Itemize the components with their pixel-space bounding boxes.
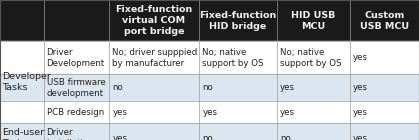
Text: yes: yes <box>353 134 368 140</box>
Text: No; native
support by OS: No; native support by OS <box>202 48 264 68</box>
Text: yes: yes <box>353 108 368 117</box>
Text: yes: yes <box>353 83 368 92</box>
Text: yes: yes <box>280 83 295 92</box>
Text: no: no <box>202 134 213 140</box>
Text: No; native
support by OS: No; native support by OS <box>280 48 341 68</box>
Text: USB firmware
development: USB firmware development <box>47 78 105 98</box>
Text: Driver
installation: Driver installation <box>47 128 94 140</box>
Text: PCB redesign: PCB redesign <box>47 108 104 117</box>
Text: yes: yes <box>202 108 217 117</box>
Text: Custom
USB MCU: Custom USB MCU <box>360 11 409 31</box>
Text: yes: yes <box>353 53 368 62</box>
Text: End-user
Tasks: End-user Tasks <box>3 128 45 140</box>
Text: yes: yes <box>280 108 295 117</box>
Text: HID USB
MCU: HID USB MCU <box>291 11 335 31</box>
Bar <box>0 41 419 74</box>
Text: No; driver supppied
by manufacturer: No; driver supppied by manufacturer <box>112 48 197 68</box>
Bar <box>0 123 419 140</box>
Text: no: no <box>280 134 291 140</box>
Text: Driver
Development: Driver Development <box>47 48 105 68</box>
Bar <box>0 102 419 123</box>
Text: yes: yes <box>112 134 127 140</box>
Text: no: no <box>112 83 123 92</box>
Text: Developer
Tasks: Developer Tasks <box>3 72 52 92</box>
Bar <box>0 0 419 41</box>
Text: no: no <box>202 83 213 92</box>
Text: Fixed-function
virtual COM
port bridge: Fixed-function virtual COM port bridge <box>115 5 193 36</box>
Bar <box>0 74 419 102</box>
Text: yes: yes <box>112 108 127 117</box>
Text: Fixed-function
HID bridge: Fixed-function HID bridge <box>199 11 277 31</box>
